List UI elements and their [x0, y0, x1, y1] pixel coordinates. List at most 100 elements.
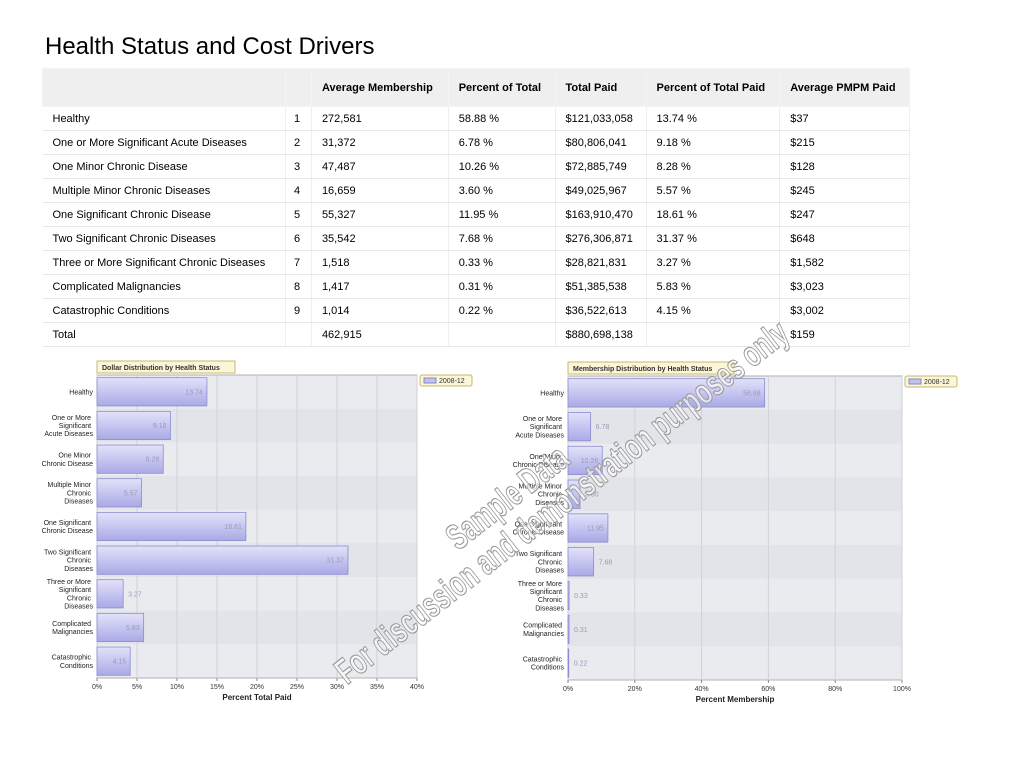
- x-tick-label: 5%: [132, 684, 142, 691]
- table-body: Healthy 1 272,581 58.88 % $121,033,058 13.74 …: [42, 106, 910, 347]
- value-label: 11.95: [587, 526, 604, 533]
- x-tick-label: 30%: [330, 684, 344, 691]
- bar: [96, 579, 124, 609]
- bar: [96, 646, 131, 676]
- table-cell: [448, 322, 556, 347]
- table-row: Healthy 1 272,581 58.88 % $121,033,058 13.74 …: [42, 106, 910, 131]
- table-row: Multiple Minor Chronic Diseases 4 16,659 3.…: [42, 178, 910, 203]
- table-cell: 7: [285, 250, 312, 275]
- y-tick-label: Healthy: [69, 389, 93, 396]
- bar: [567, 547, 595, 577]
- table-cell: $28,821,831: [555, 250, 647, 275]
- table-row: One or More Significant Acute Diseases 2 3…: [42, 130, 910, 155]
- bar: [567, 648, 570, 678]
- value-label: 5.83: [126, 625, 140, 632]
- table-row: One Significant Chronic Disease 5 55,327 11…: [42, 202, 910, 227]
- x-tick-label: 25%: [290, 684, 304, 691]
- value-label: 58.88: [743, 390, 761, 397]
- value-label: 0.31: [574, 627, 588, 634]
- table-cell: One Minor Chronic Disease: [42, 154, 286, 179]
- table-cell: $51,385,538: [555, 274, 647, 299]
- table-cell: 5.57 %: [646, 178, 781, 203]
- y-tick-label: Catastrophic Conditions: [523, 657, 565, 672]
- value-label: 6.78: [596, 424, 610, 431]
- table-cell: 272,581: [311, 106, 449, 131]
- x-tick-label: 20%: [628, 686, 642, 693]
- value-label: 10.26: [581, 458, 599, 465]
- bar: [96, 444, 164, 474]
- table-cell: $36,522,613: [555, 298, 647, 323]
- data-table: Average Membership Percent of Total Total …: [42, 68, 910, 347]
- table-row: One Minor Chronic Disease 3 47,487 10.26 % $…: [42, 154, 910, 179]
- table-cell: $49,025,967: [555, 178, 647, 203]
- table-cell: Total: [42, 322, 286, 347]
- table-cell: 6.78 %: [448, 130, 556, 155]
- bar: [567, 445, 603, 476]
- table-cell: 18.61 %: [646, 202, 781, 227]
- bar: [567, 614, 570, 644]
- y-tick-label: Multiple Minor Chronic Diseases: [518, 484, 564, 507]
- band: [568, 409, 902, 444]
- table-cell: 11.95 %: [448, 202, 556, 227]
- header-cell: Average PMPM Paid: [779, 68, 910, 107]
- value-label: 13.74: [185, 389, 203, 396]
- y-tick-label: Complicated Malignancies: [523, 623, 564, 638]
- table-cell: $121,033,058: [555, 106, 647, 131]
- x-tick-label: 100%: [893, 686, 911, 693]
- table-cell: One Significant Chronic Disease: [42, 202, 286, 227]
- bar: [567, 513, 609, 543]
- x-tick-label: 35%: [370, 684, 384, 691]
- table-cell: 0.33 %: [448, 250, 556, 275]
- x-tick-label: 0%: [563, 686, 573, 693]
- header-cell: [284, 68, 312, 107]
- table-cell: $72,885,749: [555, 154, 647, 179]
- value-label: 3.60: [585, 492, 599, 499]
- table-cell: 4: [285, 178, 312, 203]
- chart-title-box: [567, 361, 735, 375]
- table-cell: 31,372: [311, 130, 449, 155]
- legend-swatch: [908, 378, 922, 385]
- value-label: 9.18: [153, 423, 167, 430]
- table-cell: $648: [779, 226, 910, 251]
- y-tick-label: Complicated Malignancies: [52, 621, 93, 636]
- table-cell: 58.88 %: [448, 106, 556, 131]
- table-cell: 9: [285, 298, 312, 323]
- bar: [567, 378, 766, 408]
- band: [568, 477, 902, 512]
- table-row: Two Significant Chronic Diseases 6 35,542 7…: [42, 226, 910, 251]
- table-cell: Complicated Malignancies: [42, 274, 286, 299]
- bar: [567, 412, 592, 442]
- value-label: 5.57: [124, 490, 138, 497]
- y-tick-label: One Significant Chronic Disease: [42, 520, 93, 535]
- table-cell: $163,910,470: [555, 202, 647, 227]
- table-cell: $3,023: [779, 274, 910, 299]
- chart-title: Dollar Distribution by Health Status: [102, 365, 220, 372]
- value-label: 7.68: [599, 559, 613, 566]
- table-cell: 35,542: [311, 226, 449, 251]
- table-cell: 8: [285, 274, 312, 299]
- bar: [96, 478, 142, 508]
- table-cell: $247: [779, 202, 910, 227]
- table-cell: 5: [285, 202, 312, 227]
- table-cell: 16,659: [311, 178, 449, 203]
- table-cell: One or More Significant Acute Diseases: [42, 130, 286, 155]
- band: [568, 612, 902, 647]
- header-cell: [42, 68, 286, 107]
- header-row: Average Membership Percent of Total Total …: [42, 68, 910, 107]
- table-row: Catastrophic Conditions 9 1,014 0.22 % $36,5…: [42, 298, 910, 323]
- y-tick-label: One or More Significant Acute Diseases: [515, 416, 564, 439]
- y-tick-label: Multiple Minor Chronic Diseases: [47, 482, 93, 505]
- y-tick-label: One Minor Chronic Disease: [42, 453, 93, 468]
- y-tick-label: One Significant Chronic Disease: [513, 521, 564, 536]
- bar: [567, 479, 581, 509]
- value-label: 8.28: [146, 457, 160, 464]
- table-cell: 10.26 %: [448, 154, 556, 179]
- table-cell: 1,014: [311, 298, 449, 323]
- legend-label: 2008-12: [924, 379, 950, 386]
- table-cell: 47,487: [311, 154, 449, 179]
- table-cell: Multiple Minor Chronic Diseases: [42, 178, 286, 203]
- table-cell: Two Significant Chronic Diseases: [42, 226, 286, 251]
- x-tick-label: 80%: [828, 686, 842, 693]
- bar: [96, 612, 145, 643]
